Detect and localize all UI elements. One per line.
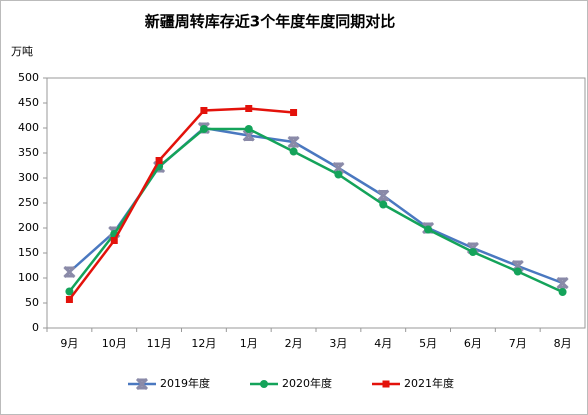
data-point [110, 237, 118, 244]
y-tick-label: 50 [25, 296, 39, 309]
legend-label: 2020年度 [282, 376, 332, 390]
data-point [244, 125, 253, 133]
x-tick-label: 5月 [419, 337, 437, 350]
chart-title: 新疆周转库存近3个年度年度同期对比 [145, 13, 395, 31]
data-point [511, 259, 524, 273]
data-point [377, 189, 390, 202]
x-tick-label: 2月 [285, 337, 303, 350]
data-point [200, 107, 208, 114]
data-point [242, 129, 255, 142]
y-tick-label: 300 [18, 171, 39, 184]
data-point [558, 288, 567, 296]
y-tick-label: 400 [18, 121, 39, 134]
x-tick-label: 12月 [191, 337, 216, 350]
data-point [379, 200, 388, 209]
x-tick-label: 4月 [374, 337, 392, 350]
data-point [466, 241, 479, 255]
y-tick-label: 250 [18, 196, 39, 209]
series-line [68, 127, 564, 294]
x-tick-label: 8月 [554, 337, 572, 350]
y-tick-label: 450 [18, 96, 39, 109]
x-tick-label: 7月 [509, 337, 527, 350]
x-tick-label: 9月 [60, 337, 78, 350]
legend-label: 2021年度 [404, 376, 454, 390]
data-point [332, 161, 345, 175]
data-point [155, 157, 163, 164]
data-point [65, 296, 73, 303]
data-point [334, 170, 343, 179]
data-point [63, 265, 76, 279]
data-point [290, 109, 298, 116]
data-point [556, 276, 569, 290]
y-tick-label: 350 [18, 146, 39, 159]
legend-marker [260, 380, 268, 388]
y-tick-label: 500 [18, 71, 39, 84]
legend-marker [135, 377, 149, 391]
data-point [513, 267, 522, 276]
y-tick-label: 0 [32, 321, 39, 334]
y-tick-label: 150 [18, 246, 39, 259]
y-axis-label: 万吨 [11, 45, 33, 58]
legend-marker [382, 380, 390, 388]
data-point [199, 125, 208, 133]
x-tick-label: 1月 [240, 337, 258, 350]
x-tick-label: 6月 [464, 337, 482, 350]
data-point [65, 287, 74, 296]
x-tick-label: 11月 [147, 337, 172, 350]
data-point [245, 105, 253, 112]
y-tick-label: 100 [18, 271, 39, 284]
series-line [68, 107, 294, 301]
x-tick-label: 10月 [102, 337, 127, 350]
data-point [287, 135, 300, 149]
y-tick-label: 200 [18, 221, 39, 234]
legend-label: 2019年度 [160, 376, 210, 390]
data-point [424, 225, 433, 234]
data-point [289, 147, 298, 156]
x-tick-label: 3月 [329, 337, 347, 350]
data-point [468, 248, 477, 256]
